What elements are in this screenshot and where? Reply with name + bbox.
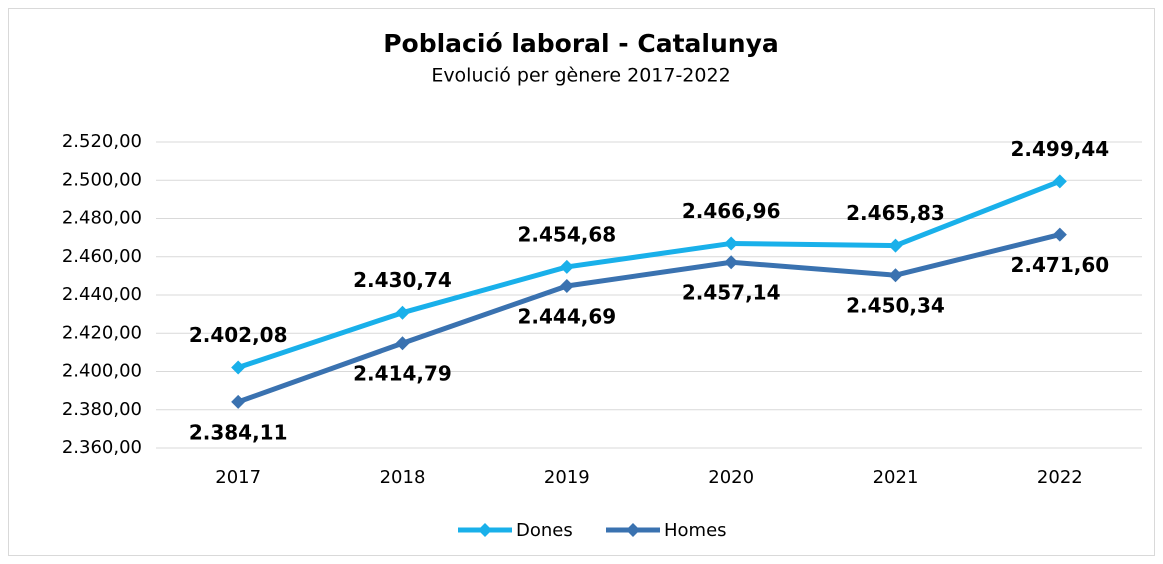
data-label: 2.414,79: [353, 362, 452, 386]
legend-marker: [478, 523, 492, 537]
y-tick-label: 2.400,00: [62, 361, 142, 382]
y-tick-label: 2.480,00: [62, 208, 142, 229]
data-label: 2.444,69: [517, 305, 616, 329]
data-label: 2.457,14: [682, 281, 781, 305]
legend-label: Homes: [664, 520, 727, 541]
legend-label: Dones: [516, 520, 573, 541]
data-label: 2.402,08: [189, 323, 288, 347]
series-line: [237, 178, 1061, 370]
x-tick-label: 2019: [544, 467, 590, 488]
data-label: 2.454,68: [517, 222, 616, 246]
point-marker: [888, 268, 903, 283]
data-label: 2.430,74: [353, 268, 452, 292]
data-label: 2.450,34: [846, 294, 945, 318]
y-tick-label: 2.420,00: [62, 322, 142, 343]
x-tick-label: 2020: [708, 467, 754, 488]
x-tick-label: 2021: [873, 467, 919, 488]
series-line: [237, 232, 1061, 405]
x-tick-label: 2018: [380, 467, 426, 488]
data-label: 2.471,60: [1010, 253, 1109, 277]
legend-marker: [626, 523, 640, 537]
data-label: 2.384,11: [189, 420, 288, 444]
data-label: 2.466,96: [682, 199, 781, 223]
point-marker: [888, 238, 903, 253]
point-marker: [724, 255, 739, 270]
y-tick-label: 2.460,00: [62, 246, 142, 267]
y-tick-label: 2.380,00: [62, 399, 142, 420]
chart-title: Població laboral - Catalunya: [383, 29, 779, 58]
point-marker: [1052, 174, 1067, 189]
point-marker: [231, 394, 246, 409]
point-marker: [724, 236, 739, 251]
point-marker: [395, 305, 410, 320]
point-marker: [395, 336, 410, 351]
point-marker: [559, 279, 574, 294]
y-tick-label: 2.360,00: [62, 437, 142, 458]
x-tick-label: 2022: [1037, 467, 1083, 488]
point-marker: [559, 259, 574, 274]
chart-subtitle: Evolució per gènere 2017-2022: [431, 65, 730, 87]
y-tick-label: 2.440,00: [62, 284, 142, 305]
y-tick-label: 2.520,00: [62, 131, 142, 152]
data-label: 2.465,83: [846, 201, 945, 225]
point-marker: [231, 360, 246, 375]
point-marker: [1052, 227, 1067, 242]
x-tick-label: 2017: [215, 467, 261, 488]
data-label: 2.499,44: [1010, 137, 1109, 161]
y-tick-label: 2.500,00: [62, 169, 142, 190]
